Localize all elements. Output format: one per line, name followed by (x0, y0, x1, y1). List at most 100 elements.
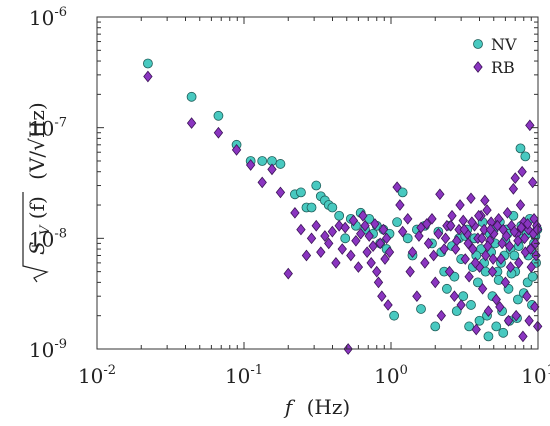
y-axis-label: S V (f) (V/√Hz) (22, 102, 54, 283)
nv-data-point (458, 291, 469, 302)
rb-data-point (433, 227, 444, 240)
nv-data-point (311, 180, 322, 191)
y-axis-label-text: S V (f) (V/√Hz) (25, 102, 54, 255)
nv-data-point (416, 304, 426, 314)
rb-data-point (366, 257, 376, 269)
rb-data-point (414, 230, 424, 242)
rb-data-point (468, 243, 478, 255)
rb-data-point (440, 232, 451, 245)
y-axis-subscript: V (38, 224, 53, 235)
nv-data-point (498, 327, 509, 338)
rb-data-point (296, 223, 306, 236)
rb-data-point (306, 232, 317, 245)
rb-data-point (428, 249, 439, 262)
rb-data-point (530, 301, 540, 313)
rb-data-point (351, 234, 361, 247)
rb-data-point (460, 253, 470, 265)
x-tick-label: 10-1 (225, 363, 263, 388)
rb-data-point (143, 70, 153, 83)
rb-data-point (447, 209, 457, 222)
rb-data-point (479, 223, 489, 236)
y-axis-argument: (f) (25, 196, 49, 219)
nv-data-point (257, 156, 268, 166)
axes-frame (96, 16, 539, 350)
x-axis-variable: f (283, 395, 296, 419)
rb-data-point (466, 192, 476, 205)
rb-data-point (381, 232, 392, 245)
rb-data-point (480, 249, 491, 262)
rb-data-point (487, 265, 498, 278)
nv-data-point (296, 187, 306, 198)
rb-data-point (375, 237, 385, 250)
rb-data-point (301, 249, 312, 262)
rb-data-point (423, 237, 434, 250)
rb-data-point (449, 290, 460, 303)
rb-data-point (464, 270, 474, 283)
nv-data-point (275, 159, 286, 169)
rb-data-point (532, 223, 543, 236)
rb-data-point (510, 172, 520, 184)
rb-data-point (482, 204, 492, 216)
nv-data-point (430, 321, 441, 332)
x-tick-label: 101 (521, 363, 550, 388)
rb-data-point (522, 218, 533, 230)
rb-data-point (334, 219, 344, 232)
rb-data-point (267, 163, 277, 176)
rb-data-point (477, 232, 487, 245)
rb-data-point (427, 213, 437, 225)
rb-data-point (485, 223, 496, 236)
rb-data-point (459, 223, 469, 236)
rb-data-point (231, 144, 242, 156)
plot-area (96, 16, 543, 355)
nv-data-point (327, 202, 338, 213)
rb-data-point (348, 214, 359, 227)
rb-data-point (436, 309, 447, 322)
nv-data-point (392, 217, 402, 228)
legend: NV RB (473, 35, 517, 77)
rb-data-point (213, 126, 224, 139)
rb-data-point (405, 265, 415, 278)
rb-data-point (316, 246, 326, 259)
rb-data-point (327, 225, 338, 238)
rb-data-point (412, 290, 422, 303)
x-tick-label: 10-2 (78, 363, 116, 388)
nv-data-point (472, 277, 483, 288)
y-axis-unit: (V/√Hz) (25, 102, 49, 180)
nv-data-point (441, 283, 452, 294)
rb-data-point (320, 230, 330, 242)
legend-nv-label: NV (491, 35, 517, 54)
rb-data-point (360, 219, 370, 232)
nv-data-point (334, 210, 345, 221)
nv-data-point (402, 233, 413, 244)
rb-data-point (502, 206, 513, 219)
rb-data-point (353, 261, 364, 273)
y-axis-variable: S (25, 241, 49, 255)
rb-data-point (477, 282, 488, 295)
rb-data-point (377, 290, 387, 303)
rb-data-point (186, 117, 197, 129)
rb-data-point (245, 159, 256, 171)
rb-data-point (488, 253, 498, 265)
legend-item-rb: RB (473, 58, 515, 77)
rb-data-point (444, 265, 455, 278)
rb-data-point (517, 165, 527, 178)
rb-data-point (372, 265, 382, 278)
rb-data-point (311, 219, 321, 232)
x-axis-unit: (Hz) (307, 395, 351, 419)
axis-ticks (96, 17, 538, 350)
rb-data-point (257, 176, 267, 189)
rb-data-point (373, 276, 384, 289)
nv-data-point (491, 321, 502, 332)
nv-data-point (213, 110, 224, 121)
rb-data-point (422, 218, 432, 230)
rb-data-point (503, 314, 514, 327)
rb-data-point (495, 301, 505, 313)
legend-item-nv: NV (473, 35, 517, 54)
rb-data-point (378, 223, 389, 236)
rb-data-point (516, 221, 526, 234)
nv-data-point (143, 58, 153, 69)
rb-data-point (403, 213, 413, 225)
rb-data-point (346, 249, 356, 262)
rb-data-point (467, 216, 477, 229)
rb-data-point (430, 276, 440, 289)
